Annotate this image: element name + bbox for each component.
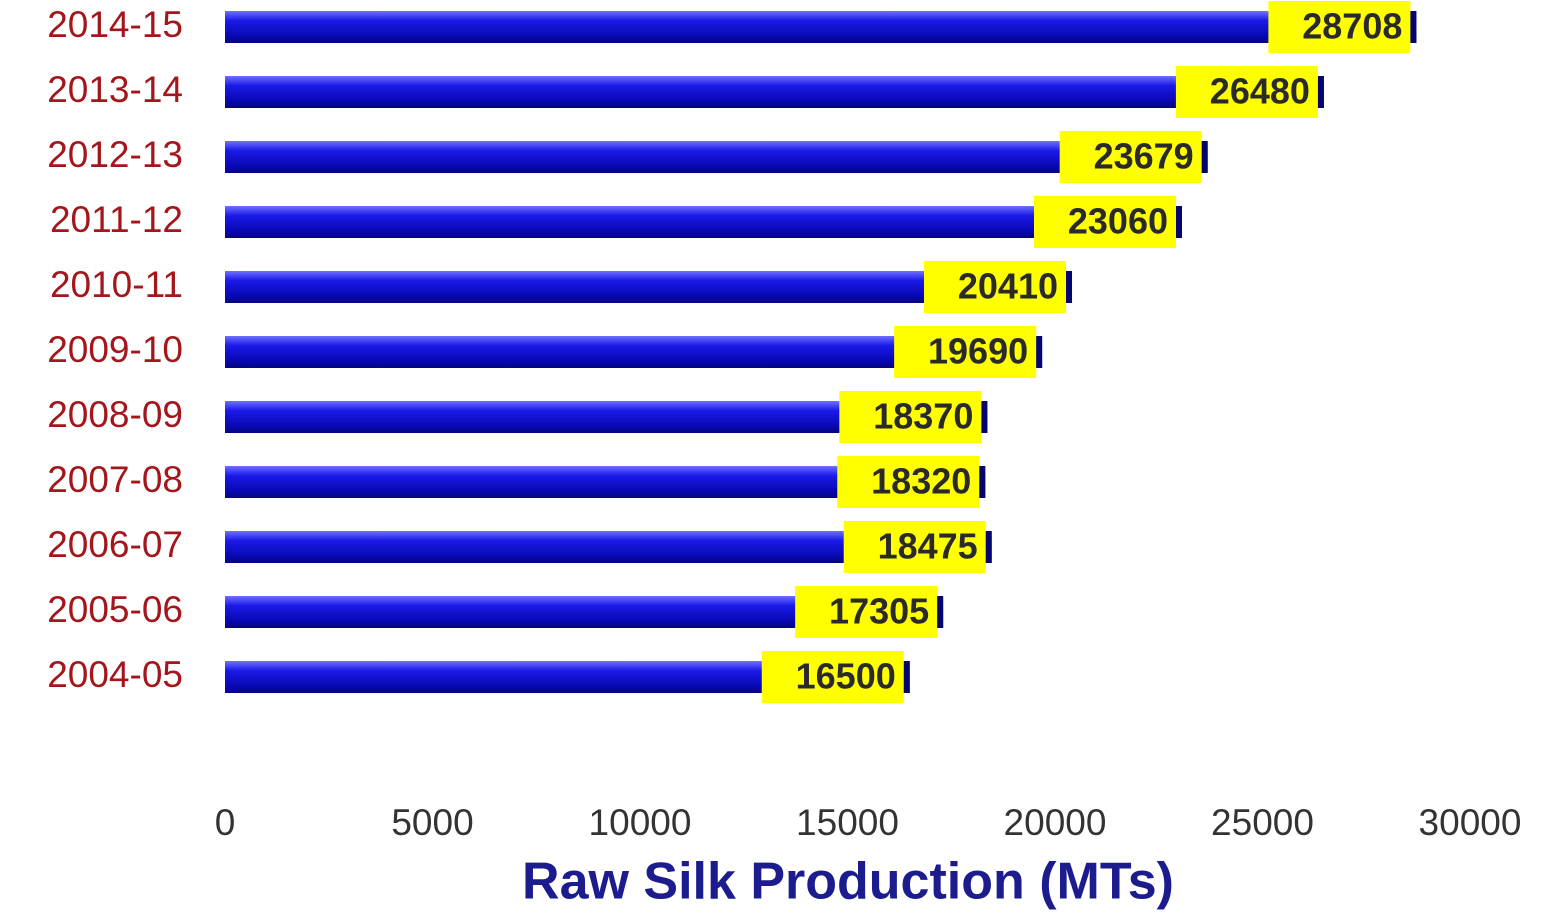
- y-tick-label: 2014-15: [47, 4, 183, 45]
- value-label-bg: [1033, 196, 1176, 248]
- value-label: 23060: [1068, 201, 1168, 242]
- bar-end-cap: [979, 466, 986, 498]
- y-tick-label: 2013-14: [47, 69, 183, 110]
- y-tick-label: 2011-12: [50, 199, 183, 240]
- bar-end-cap: [1036, 336, 1043, 368]
- value-label: 23679: [1094, 136, 1194, 177]
- y-tick-label: 2008-09: [47, 394, 183, 435]
- bar-end-cap: [937, 596, 944, 628]
- x-tick-label: 20000: [1004, 802, 1107, 843]
- bar-end-cap: [1201, 141, 1208, 173]
- value-label: 28708: [1302, 6, 1402, 47]
- bar: [225, 206, 1182, 238]
- bar-end-cap: [1317, 76, 1324, 108]
- value-label-bg: [761, 651, 904, 703]
- y-tick-label: 2006-07: [47, 524, 183, 565]
- y-tick-label: 2005-06: [47, 589, 183, 630]
- value-label-bg: [1268, 1, 1411, 53]
- y-tick-label: 2009-10: [47, 329, 183, 370]
- y-tick-label: 2010-11: [50, 264, 183, 305]
- x-tick-label: 0: [215, 802, 236, 843]
- x-tick-label: 5000: [391, 802, 473, 843]
- y-tick-label: 2007-08: [47, 459, 183, 500]
- bar: [225, 141, 1208, 173]
- value-label: 19690: [928, 331, 1028, 372]
- value-label-bg: [843, 521, 986, 573]
- x-tick-label: 10000: [589, 802, 692, 843]
- y-tick-label: 2004-05: [47, 654, 183, 695]
- value-label: 18320: [871, 461, 971, 502]
- value-label-bg: [894, 326, 1037, 378]
- value-label-bg: [839, 391, 982, 443]
- x-tick-label: 30000: [1419, 802, 1522, 843]
- value-label-bg: [837, 456, 980, 508]
- value-label: 17305: [829, 591, 929, 632]
- bar-end-cap: [1410, 11, 1417, 43]
- bar-end-cap: [985, 531, 992, 563]
- value-label-bg: [1175, 66, 1318, 118]
- x-tick-label: 25000: [1211, 802, 1314, 843]
- value-label-bg: [924, 261, 1067, 313]
- value-label: 16500: [796, 656, 896, 697]
- x-tick-label: 15000: [796, 802, 899, 843]
- bar: [225, 76, 1324, 108]
- bar-end-cap: [903, 661, 910, 693]
- value-label-bg: [795, 586, 938, 638]
- y-tick-label: 2012-13: [47, 134, 183, 175]
- bar: [225, 11, 1417, 43]
- value-label-bg: [1059, 131, 1202, 183]
- bar-end-cap: [1175, 206, 1182, 238]
- bar-end-cap: [981, 401, 988, 433]
- value-label: 20410: [958, 266, 1058, 307]
- value-label: 26480: [1210, 71, 1310, 112]
- value-label: 18370: [873, 396, 973, 437]
- value-label: 18475: [878, 526, 978, 567]
- x-axis-title: Raw Silk Production (MTs): [522, 853, 1174, 911]
- bar-end-cap: [1066, 271, 1073, 303]
